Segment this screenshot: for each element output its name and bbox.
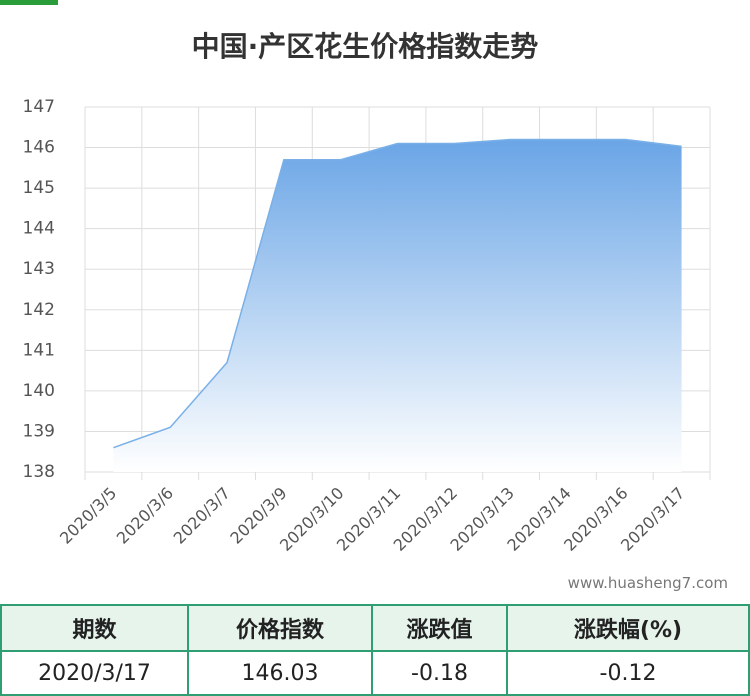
x-tick-label: 2020/3/5	[56, 483, 120, 547]
data-row: 2020/3/17 146.03 -0.18 -0.12	[0, 650, 750, 696]
header-cell: 价格指数	[187, 604, 373, 652]
y-tick-label: 143	[23, 259, 55, 279]
y-tick-label: 147	[23, 97, 55, 117]
x-tick-label: 2020/3/7	[170, 483, 234, 547]
cell: 146.03	[187, 650, 373, 696]
area-fill	[113, 139, 682, 472]
y-tick-label: 141	[23, 340, 55, 360]
cell: -0.12	[506, 650, 750, 696]
header-cell: 期数	[0, 604, 189, 652]
line	[113, 138, 682, 449]
y-tick-label: 146	[23, 138, 55, 158]
corner-tab	[0, 0, 58, 5]
watermark: www.huasheng7.com	[568, 574, 728, 592]
header-cell: 涨跌幅(%)	[506, 604, 750, 652]
y-tick-label: 142	[23, 300, 55, 320]
chart-title: 中国·产区花生价格指数走势	[192, 30, 539, 63]
y-tick-label: 140	[23, 381, 55, 401]
y-tick-label: 138	[23, 462, 55, 482]
y-tick-label: 139	[23, 421, 55, 441]
cell: -0.18	[371, 650, 508, 696]
y-tick-label: 145	[23, 178, 55, 198]
y-tick-label: 144	[23, 219, 55, 239]
cell: 2020/3/17	[0, 650, 189, 696]
header-row: 期数 价格指数 涨跌值 涨跌幅(%)	[0, 604, 750, 652]
chart: 中国·产区花生价格指数走势 www.huasheng7.com 138 139 14…	[23, 30, 728, 592]
header-cell: 涨跌值	[371, 604, 508, 652]
x-tick-label: 2020/3/6	[113, 483, 177, 547]
summary-table: 期数 价格指数 涨跌值 涨跌幅(%) 2020/3/17 146.03 -0.1…	[0, 604, 750, 696]
